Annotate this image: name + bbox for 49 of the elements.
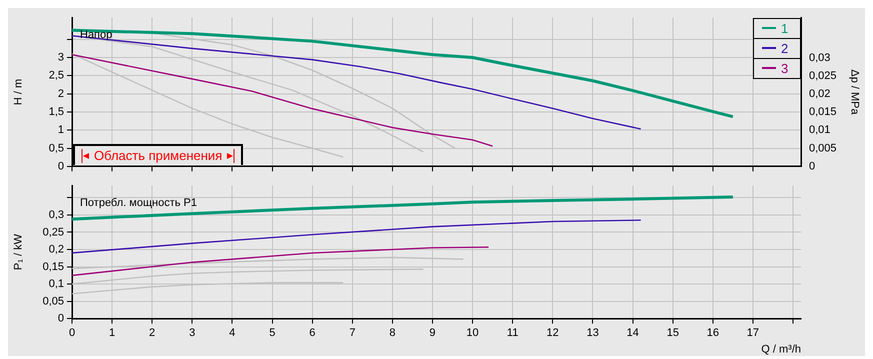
y2-tick-label: 0 (809, 160, 816, 172)
y-tick-label: 1,5 (48, 106, 64, 118)
y2-tick-label: 0,03 (809, 52, 830, 64)
x-tick-label: 17 (746, 327, 760, 340)
legend-label: 1 (781, 20, 788, 36)
y2-tick-label: 0,015 (809, 106, 837, 118)
annotation: Потребл. мощность P1 (80, 197, 197, 210)
y2-tick-label: 0,025 (809, 70, 837, 82)
x-tick-label: 1 (108, 327, 116, 340)
y2-tick-label: 0,005 (809, 142, 837, 154)
y-tick-label: 2 (58, 88, 64, 100)
x-tick-label: 13 (586, 327, 599, 340)
annotation: Область применения (94, 148, 222, 164)
y-tick-label: 0 (58, 160, 64, 172)
x-axis-title: Q / m³/h (761, 343, 801, 356)
y-tick-label: 0,2 (48, 244, 64, 256)
x-tick-label: 7 (349, 327, 356, 340)
y2-tick-label: 0,02 (809, 88, 830, 100)
legend-label: 3 (781, 60, 788, 76)
y-axis-title: P₁ / kW (12, 233, 25, 270)
y-tick-label: 3 (58, 52, 64, 64)
y2-axis-title: Δp / MPa (848, 69, 860, 116)
legend-label: 2 (781, 40, 788, 56)
y-tick-label: 0,15 (42, 260, 64, 273)
y-tick-label: 0,05 (42, 295, 64, 308)
y-tick-label: 0,1 (48, 278, 64, 290)
y-tick-label: 0,5 (48, 142, 64, 154)
x-tick-label: 4 (229, 327, 236, 340)
x-tick-label: 0 (68, 327, 76, 340)
x-tick-label: 6 (309, 327, 316, 340)
x-tick-label: 2 (149, 327, 156, 340)
x-tick-label: 10 (466, 327, 479, 340)
x-tick-label: 8 (389, 327, 396, 340)
x-tick-label: 15 (666, 327, 679, 340)
y-tick-label: 1 (58, 124, 64, 136)
x-tick-label: 3 (189, 327, 196, 340)
y-tick-label: 0,3 (48, 208, 64, 221)
y-axis-title: H / m (12, 78, 25, 106)
caption-box: Область применения (73, 144, 244, 166)
y-tick-label: 0,25 (42, 226, 64, 238)
y-tick-label: 0 (58, 312, 64, 325)
y2-tick-label: 0,01 (809, 124, 830, 136)
x-tick-label: 14 (626, 327, 639, 340)
x-tick-label: 11 (506, 327, 518, 340)
x-tick-label: 16 (706, 327, 720, 340)
x-tick-label: 5 (269, 327, 276, 340)
x-tick-label: 12 (546, 327, 559, 340)
y-tick-label: 2,5 (48, 70, 64, 82)
x-tick-label: 9 (429, 327, 436, 340)
